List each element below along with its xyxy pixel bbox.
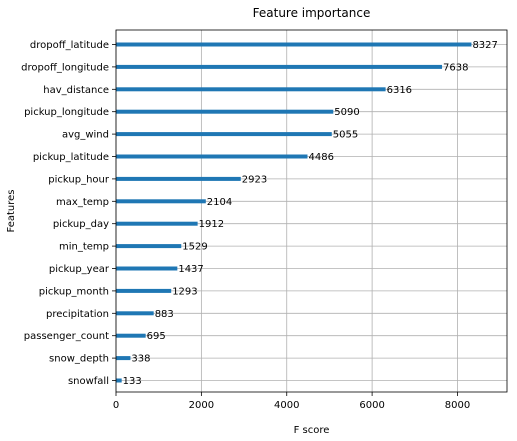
y-tick-label: pickup_latitude [33,152,109,163]
y-tick-label: precipitation [46,309,109,320]
bar-value-label: 5055 [333,130,358,141]
x-tick-label: 2000 [189,400,214,411]
y-tick-label: snowfall [68,376,109,387]
y-tick-label: dropoff_latitude [30,40,109,51]
chart-title: Feature importance [253,6,371,20]
bar-value-label: 5090 [334,107,359,118]
x-tick-label: 8000 [445,400,470,411]
y-tick-label: passenger_count [24,331,109,342]
bar-value-label: 2104 [207,197,232,208]
y-tick-label: max_temp [56,197,109,208]
bar-value-label: 1437 [178,264,203,275]
y-tick-label: pickup_hour [48,174,110,185]
grid-layer [115,30,507,392]
bar-avg-wind [116,132,332,137]
bar-dropoff-latitude [116,42,472,47]
bar-value-label: 6316 [387,85,412,96]
y-tick-label: pickup_day [53,219,109,230]
bar-value-label: 8327 [472,40,497,51]
y-tick-label: min_temp [59,242,109,253]
x-tick-label: 6000 [359,400,384,411]
bar-pickup-day [116,221,198,226]
bar-dropoff-longitude [116,64,443,69]
bar-value-label: 883 [155,309,174,320]
bar-snow-depth [116,356,131,361]
bar-value-label: 695 [147,331,166,342]
bar-precipitation [116,311,154,316]
bar-pickup-latitude [116,154,308,159]
bar-snowfall [116,378,122,383]
x-tick-label: 0 [113,400,119,411]
y-tick-label: pickup_year [49,264,110,275]
y-tick-label: pickup_month [39,286,109,297]
bar-pickup-longitude [116,109,334,114]
bar-value-label: 2923 [242,174,267,185]
y-tick-label: dropoff_longitude [21,62,109,73]
plot-frame [115,29,508,393]
y-tick-label: hav_distance [43,85,109,96]
x-axis-label: F score [294,425,330,436]
bar-layer [116,42,472,383]
bar-min-temp [116,244,182,249]
bar-value-label: 1912 [199,219,224,230]
x-tick-label: 4000 [274,400,299,411]
bar-passenger-count [116,333,146,338]
bar-value-label: 4486 [308,152,333,163]
bar-value-label: 338 [131,354,150,365]
bar-value-label: 1529 [182,242,207,253]
tick-layer: 0 2000 4000 6000 8000 dropoff_latitude 8327 dro… [21,40,498,411]
bar-value-label: 7638 [443,62,468,73]
y-axis-label: Features [6,190,17,233]
y-tick-label: avg_wind [62,130,109,141]
bar-pickup-hour [116,176,241,181]
y-tick-label: snow_depth [49,354,109,365]
bar-max-temp [116,199,206,204]
y-tick-label: pickup_longitude [24,107,109,118]
bar-pickup-month [116,288,172,293]
bar-pickup-year [116,266,178,271]
bar-value-label: 133 [123,376,142,387]
bar-hav-distance [116,87,386,92]
bar-value-label: 1293 [172,286,197,297]
